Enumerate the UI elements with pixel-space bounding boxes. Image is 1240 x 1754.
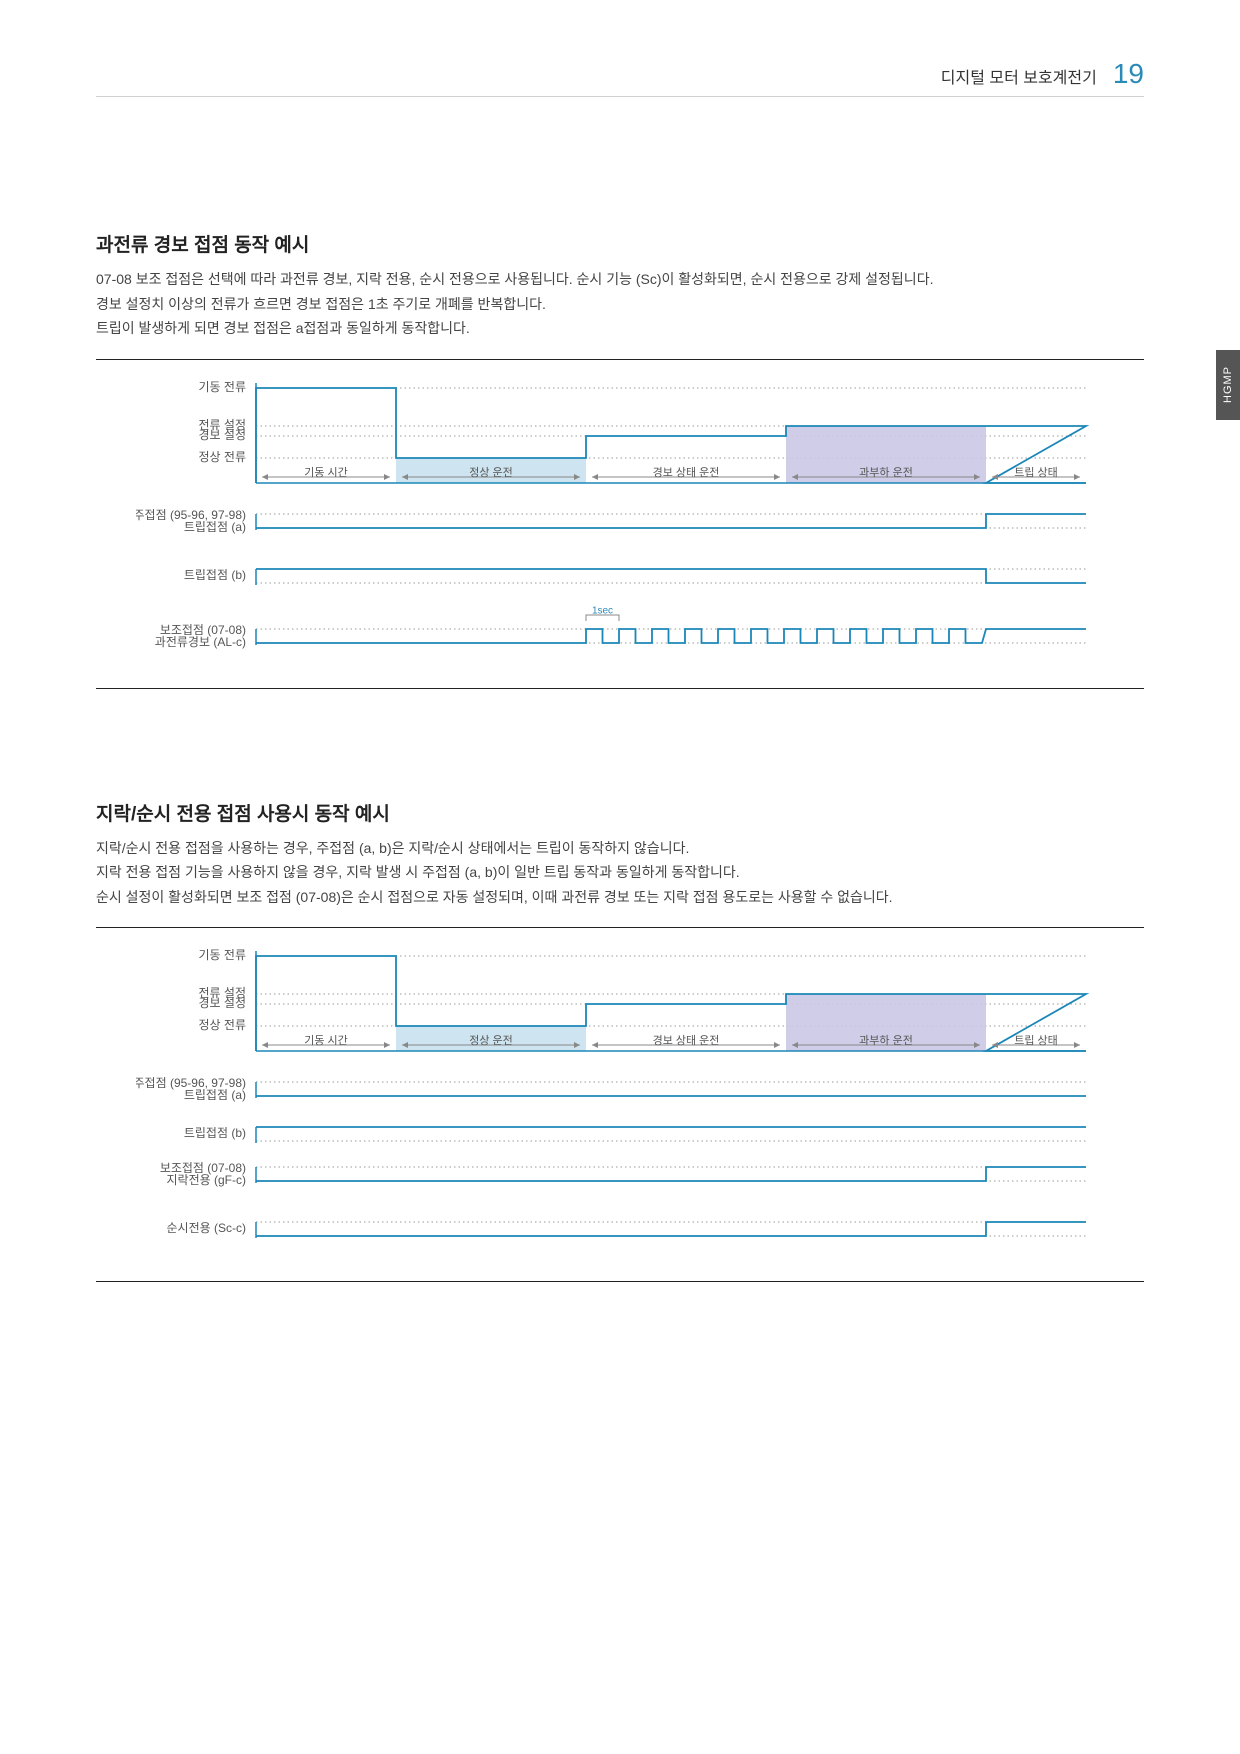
section1-line3: 트립이 발생하게 되면 경보 접점은 a접점과 동일하게 동작합니다.: [96, 316, 1144, 341]
section1-line2: 경보 설정치 이상의 전류가 흐르면 경보 접점은 1초 주기로 개폐를 반복합…: [96, 292, 1144, 317]
svg-text:기동 시간: 기동 시간: [304, 1034, 348, 1047]
section1-body: 07-08 보조 접점은 선택에 따라 과전류 경보, 지락 전용, 순시 전용…: [96, 267, 1144, 341]
page-header: 디지털 모터 보호계전기 19: [941, 58, 1144, 90]
svg-text:기동 전류: 기동 전류: [199, 948, 247, 962]
section2-body: 지락/순시 전용 접점을 사용하는 경우, 주접점 (a, b)은 지락/순시 …: [96, 836, 1144, 910]
content: 과전류 경보 접점 동작 예시 07-08 보조 접점은 선택에 따라 과전류 …: [96, 230, 1144, 1282]
section2-rule-bottom: [96, 1281, 1144, 1282]
svg-text:경보 설정: 경보 설정: [199, 428, 247, 442]
header-subtitle: 디지털 모터 보호계전기: [941, 64, 1097, 88]
section2: 지락/순시 전용 접점 사용시 동작 예시 지락/순시 전용 접점을 사용하는 …: [96, 799, 1144, 1283]
header-rule: [96, 96, 1144, 97]
svg-text:과부하 운전: 과부하 운전: [859, 1033, 913, 1047]
svg-text:과전류경보 (AL-c): 과전류경보 (AL-c): [155, 635, 246, 649]
svg-text:경보 설정: 경보 설정: [199, 996, 247, 1010]
svg-text:순시전용 (Sc-c): 순시전용 (Sc-c): [167, 1221, 247, 1235]
section2-line2: 지락 전용 접점 기능을 사용하지 않을 경우, 지락 발생 시 주접점 (a,…: [96, 860, 1144, 885]
svg-text:트립접점 (b): 트립접점 (b): [184, 1126, 246, 1140]
svg-text:정상 운전: 정상 운전: [469, 466, 513, 479]
figure1-svg: 기동 전류전류 설정경보 설정정상 전류기동 시간정상 운전경보 상태 운전과부…: [136, 378, 1096, 673]
section2-line3: 순시 설정이 활성화되면 보조 접점 (07-08)은 순시 접점으로 자동 설…: [96, 885, 1144, 910]
svg-text:경보 상태 운전: 경보 상태 운전: [653, 466, 720, 479]
section2-line1: 지락/순시 전용 접점을 사용하는 경우, 주접점 (a, b)은 지락/순시 …: [96, 836, 1144, 861]
svg-text:트립 상태: 트립 상태: [1014, 466, 1058, 479]
svg-text:기동 시간: 기동 시간: [304, 466, 348, 479]
svg-text:정상 운전: 정상 운전: [469, 1034, 513, 1047]
section1-title: 과전류 경보 접점 동작 예시: [96, 230, 1144, 257]
svg-text:1sec: 1sec: [592, 605, 613, 616]
side-tab: HGMP: [1216, 350, 1240, 420]
figure1: 기동 전류전류 설정경보 설정정상 전류기동 시간정상 운전경보 상태 운전과부…: [136, 378, 1144, 678]
section2-title: 지락/순시 전용 접점 사용시 동작 예시: [96, 799, 1144, 826]
figure2-svg: 기동 전류전류 설정경보 설정정상 전류기동 시간정상 운전경보 상태 운전과부…: [136, 946, 1096, 1266]
svg-text:과부하 운전: 과부하 운전: [859, 465, 913, 479]
page: 디지털 모터 보호계전기 19 HGMP 과전류 경보 접점 동작 예시 07-…: [0, 0, 1240, 1754]
svg-text:트립접점 (a): 트립접점 (a): [184, 520, 246, 534]
section1-line1: 07-08 보조 접점은 선택에 따라 과전류 경보, 지락 전용, 순시 전용…: [96, 267, 1144, 292]
section1-rule-bottom: [96, 688, 1144, 689]
svg-text:지락전용 (gF-c): 지락전용 (gF-c): [167, 1173, 247, 1187]
svg-text:경보 상태 운전: 경보 상태 운전: [653, 1034, 720, 1047]
svg-text:정상 전류: 정상 전류: [199, 450, 247, 464]
section1-rule-top: [96, 359, 1144, 360]
svg-text:트립접점 (a): 트립접점 (a): [184, 1088, 246, 1102]
svg-text:트립접점 (b): 트립접점 (b): [184, 568, 246, 582]
svg-text:기동 전류: 기동 전류: [199, 380, 247, 394]
page-number: 19: [1113, 58, 1144, 90]
svg-text:트립 상태: 트립 상태: [1014, 1034, 1058, 1047]
section2-rule-top: [96, 927, 1144, 928]
svg-text:정상 전류: 정상 전류: [199, 1018, 247, 1032]
figure2: 기동 전류전류 설정경보 설정정상 전류기동 시간정상 운전경보 상태 운전과부…: [136, 946, 1144, 1271]
